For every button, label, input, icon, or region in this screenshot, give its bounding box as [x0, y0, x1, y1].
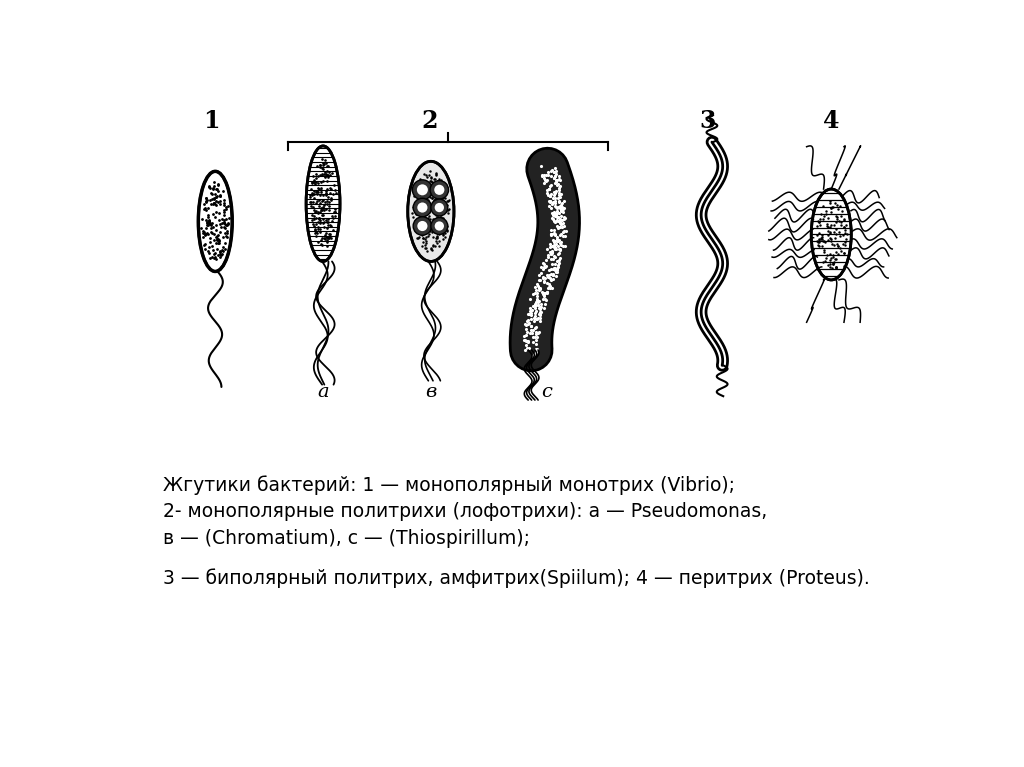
Circle shape: [413, 217, 432, 235]
Circle shape: [417, 184, 428, 196]
Circle shape: [418, 202, 427, 212]
Text: 1: 1: [203, 110, 220, 133]
Text: 4: 4: [823, 110, 840, 133]
Circle shape: [430, 180, 449, 199]
Circle shape: [434, 222, 444, 231]
Circle shape: [413, 199, 432, 217]
Text: в — (Chromatium), с — (Thiospirillum);: в — (Chromatium), с — (Thiospirillum);: [163, 529, 529, 548]
Ellipse shape: [408, 161, 454, 262]
Circle shape: [431, 199, 447, 216]
Text: Жгутики бактерий: 1 — монополярный монотрих (Vibrio);: Жгутики бактерий: 1 — монополярный монот…: [163, 476, 735, 495]
Text: 2: 2: [421, 110, 437, 133]
Text: 3: 3: [699, 110, 716, 133]
Circle shape: [418, 221, 427, 231]
Text: c: c: [541, 384, 552, 401]
Circle shape: [431, 218, 447, 235]
Ellipse shape: [811, 189, 851, 280]
Ellipse shape: [199, 171, 232, 272]
Circle shape: [434, 185, 444, 195]
Circle shape: [434, 203, 444, 212]
Circle shape: [413, 179, 432, 200]
Text: a: a: [317, 384, 329, 401]
Ellipse shape: [306, 146, 340, 262]
Text: 2- монополярные политрихи (лофотрихи): а — Pseudomonas,: 2- монополярные политрихи (лофотрихи): а…: [163, 502, 767, 522]
Text: в: в: [425, 384, 436, 401]
Text: 3 — биполярный политрих, амфитрих(Spiilum); 4 — перитрих (Proteus).: 3 — биполярный политрих, амфитрих(Spiilu…: [163, 568, 869, 588]
